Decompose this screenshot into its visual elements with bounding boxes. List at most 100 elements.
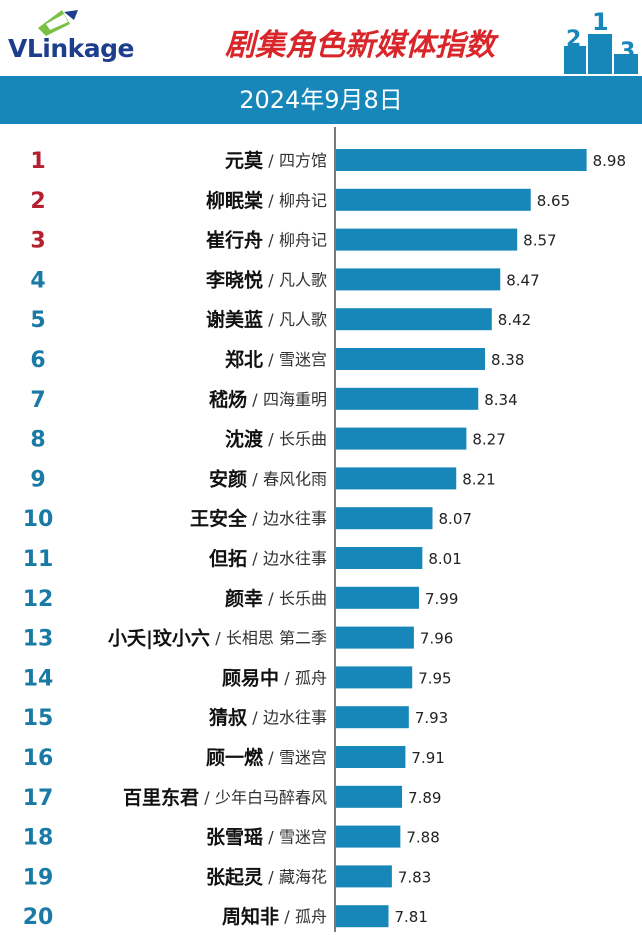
bar xyxy=(336,228,518,251)
show-label: 雪迷宫 xyxy=(279,350,327,369)
podium-icon: 2 1 3 xyxy=(564,8,638,74)
rank-label: 17 xyxy=(23,786,54,811)
character-name: 郑北 xyxy=(225,349,263,371)
separator-slash: / xyxy=(252,708,258,727)
separator-slash: / xyxy=(215,629,221,648)
bar xyxy=(336,507,433,530)
value-label: 8.98 xyxy=(593,152,626,170)
separator-slash: / xyxy=(268,270,274,289)
bar xyxy=(336,865,392,888)
rank-label: 5 xyxy=(30,308,45,333)
rank-label: 9 xyxy=(30,467,45,492)
brand-name: VLinkage xyxy=(8,34,135,63)
separator-slash: / xyxy=(252,509,258,528)
podium-1: 1 xyxy=(592,8,609,36)
character-name: 李晓悦 xyxy=(205,268,263,291)
value-label: 8.07 xyxy=(439,510,472,528)
character-name: 沈渡 xyxy=(225,428,264,451)
rank-label: 7 xyxy=(30,388,45,413)
separator-slash: / xyxy=(268,828,274,847)
value-label: 7.99 xyxy=(425,590,458,608)
show-label: 柳舟记 xyxy=(279,231,327,250)
show-label: 四海重明 xyxy=(263,390,327,409)
bar xyxy=(336,467,457,490)
separator-slash: / xyxy=(268,310,274,329)
character-name: 小夭|玟小六 xyxy=(108,627,210,650)
axis-line xyxy=(334,127,336,932)
separator-slash: / xyxy=(268,231,274,250)
bar xyxy=(336,387,479,410)
bar xyxy=(336,746,406,768)
rank-label: 14 xyxy=(23,666,54,691)
vlinkage-logo: VLinkage xyxy=(8,8,148,68)
show-label: 柳舟记 xyxy=(279,191,327,210)
value-label: 8.34 xyxy=(484,391,517,409)
bar xyxy=(336,905,389,928)
character-name: 顾一燃 xyxy=(206,746,264,769)
header: VLinkage 剧集角色新媒体指数 2 1 3 xyxy=(0,0,642,76)
bar xyxy=(336,149,587,171)
show-label: 雪迷宫 xyxy=(279,748,327,767)
bar xyxy=(336,785,403,808)
separator-slash: / xyxy=(252,390,258,409)
separator-slash: / xyxy=(284,668,290,687)
separator-slash: / xyxy=(268,589,274,608)
rank-label: 3 xyxy=(30,229,45,254)
bar xyxy=(336,348,486,370)
separator-slash: / xyxy=(268,151,274,170)
date-bar: 2024年9月8日 xyxy=(0,76,642,124)
value-label: 7.96 xyxy=(420,630,453,648)
show-label: 边水往事 xyxy=(263,509,327,528)
show-label: 边水往事 xyxy=(263,549,327,568)
rank-label: 18 xyxy=(23,826,54,851)
value-label: 7.83 xyxy=(398,868,431,886)
separator-slash: / xyxy=(268,430,274,449)
show-label: 春风化雨 xyxy=(263,469,327,488)
character-name: 张雪瑶 xyxy=(206,827,263,849)
separator-slash: / xyxy=(268,867,274,886)
rank-label: 6 xyxy=(30,348,45,373)
rank-label: 16 xyxy=(23,746,54,771)
show-label: 长相思 第二季 xyxy=(226,629,327,648)
bar xyxy=(336,825,401,848)
bar xyxy=(336,666,413,689)
bar xyxy=(336,308,492,331)
bar xyxy=(336,586,419,609)
show-label: 孤舟 xyxy=(295,907,327,926)
separator-slash: / xyxy=(268,748,274,767)
separator-slash: / xyxy=(252,469,258,488)
bar xyxy=(336,427,467,450)
show-label: 长乐曲 xyxy=(279,430,327,449)
value-label: 7.89 xyxy=(408,789,441,807)
rank-label: 4 xyxy=(30,268,45,293)
character-name: 崔行舟 xyxy=(206,229,263,252)
rank-label: 15 xyxy=(23,706,54,731)
separator-slash: / xyxy=(268,191,274,210)
rank-label: 1 xyxy=(30,149,45,174)
show-label: 藏海花 xyxy=(279,867,327,886)
bar xyxy=(336,706,409,729)
value-label: 8.47 xyxy=(506,271,539,289)
value-label: 8.27 xyxy=(472,431,505,449)
rank-label: 20 xyxy=(23,905,54,930)
value-label: 7.93 xyxy=(415,709,448,727)
character-name: 安颜 xyxy=(209,467,247,490)
value-label: 7.81 xyxy=(394,908,427,926)
logo-mark-icon xyxy=(38,10,78,36)
show-label: 凡人歌 xyxy=(279,270,327,289)
value-label: 8.65 xyxy=(537,192,570,210)
separator-slash: / xyxy=(268,350,274,369)
show-label: 少年白马醉春风 xyxy=(215,788,327,807)
bar xyxy=(336,268,501,291)
character-name: 猜叔 xyxy=(209,706,248,729)
show-label: 边水往事 xyxy=(263,708,327,727)
podium-3: 3 xyxy=(620,39,635,64)
show-label: 长乐曲 xyxy=(279,589,327,608)
value-label: 8.38 xyxy=(491,351,524,369)
value-label: 7.91 xyxy=(411,749,444,767)
show-label: 孤舟 xyxy=(295,668,327,687)
value-label: 7.95 xyxy=(418,669,451,687)
value-label: 7.88 xyxy=(406,829,439,847)
rank-label: 11 xyxy=(23,547,54,572)
